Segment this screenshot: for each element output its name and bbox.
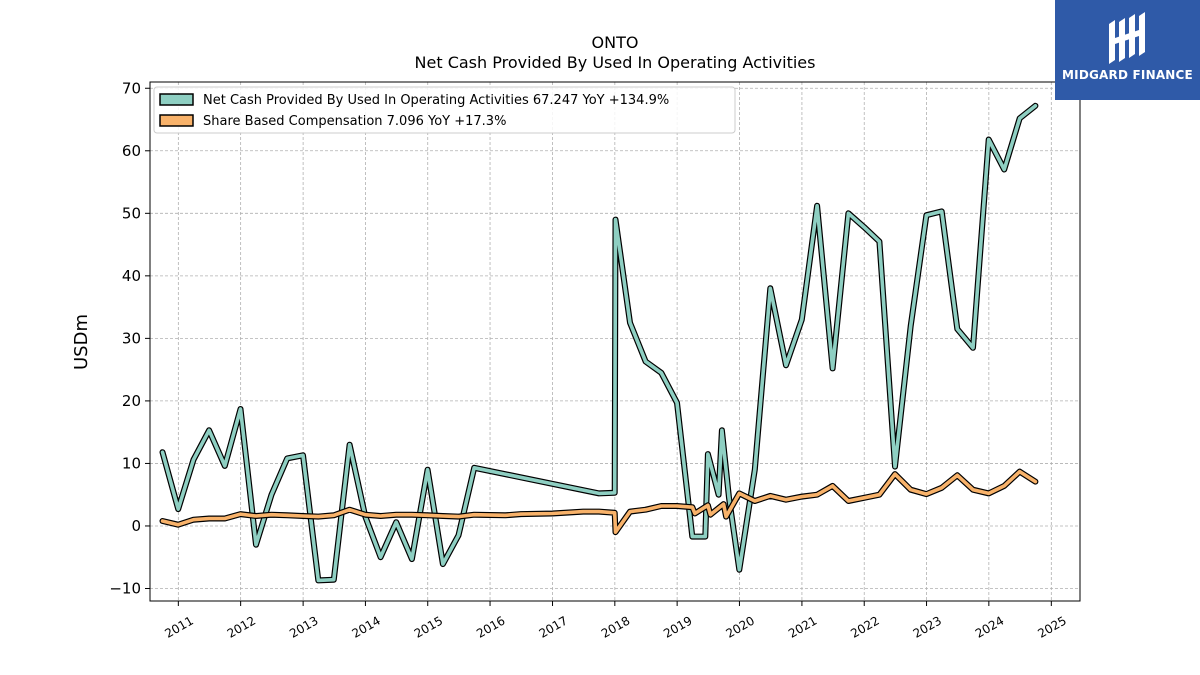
y-tick-label: −10 [109,579,141,597]
chart-title: ONTO [592,33,639,52]
x-tick-label: 2013 [287,613,320,640]
x-tick-label: 2021 [786,613,819,640]
series-line-net-cash [160,104,1038,583]
series-outline-sbc [159,468,1039,536]
midgard-logo-icon [1109,12,1145,64]
y-axis: −10 0 10 20 30 40 50 60 70 [109,79,150,597]
legend-swatch-sbc [159,114,194,127]
y-tick-label: 10 [122,454,141,472]
x-tick-label: 2011 [162,613,195,640]
legend-swatch-net-cash [159,93,194,106]
x-tick-label: 2014 [349,613,382,640]
x-tick-label: 2012 [225,613,258,640]
x-tick-label: 2018 [599,613,632,640]
legend: Net Cash Provided By Used In Operating A… [153,86,736,134]
x-tick-label: 2019 [661,613,694,640]
legend-label-sbc: Share Based Compensation 7.096 YoY +17.3… [203,114,506,129]
y-axis-label: USDm [71,314,92,370]
x-axis: 2011 2012 2013 2014 2015 2016 2017 2018 2019 2020… [162,601,1069,641]
y-tick-label: 30 [122,329,141,347]
y-tick-label: 0 [131,517,141,535]
legend-label-net-cash: Net Cash Provided By Used In Operating A… [203,93,669,108]
legend-box [153,86,736,134]
y-tick-label: 60 [122,142,141,160]
x-tick-label: 2017 [537,613,570,640]
series-lines [159,102,1039,584]
y-tick-label: 50 [122,204,141,222]
y-tick-label: 40 [122,267,141,285]
chart-subtitle: Net Cash Provided By Used In Operating A… [415,53,816,72]
y-tick-label: 70 [122,79,141,97]
x-tick-label: 2025 [1035,613,1068,640]
brand-logo: MIDGARD FINANCE [1055,0,1200,100]
x-tick-label: 2023 [911,613,944,640]
series-line-sbc [160,469,1038,535]
y-tick-label: 20 [122,392,141,410]
brand-name: MIDGARD FINANCE [1062,68,1193,82]
x-tick-label: 2022 [848,613,881,640]
x-tick-label: 2020 [723,613,756,640]
x-tick-label: 2016 [474,613,507,640]
x-tick-label: 2015 [412,613,445,640]
x-tick-label: 2024 [973,613,1006,640]
